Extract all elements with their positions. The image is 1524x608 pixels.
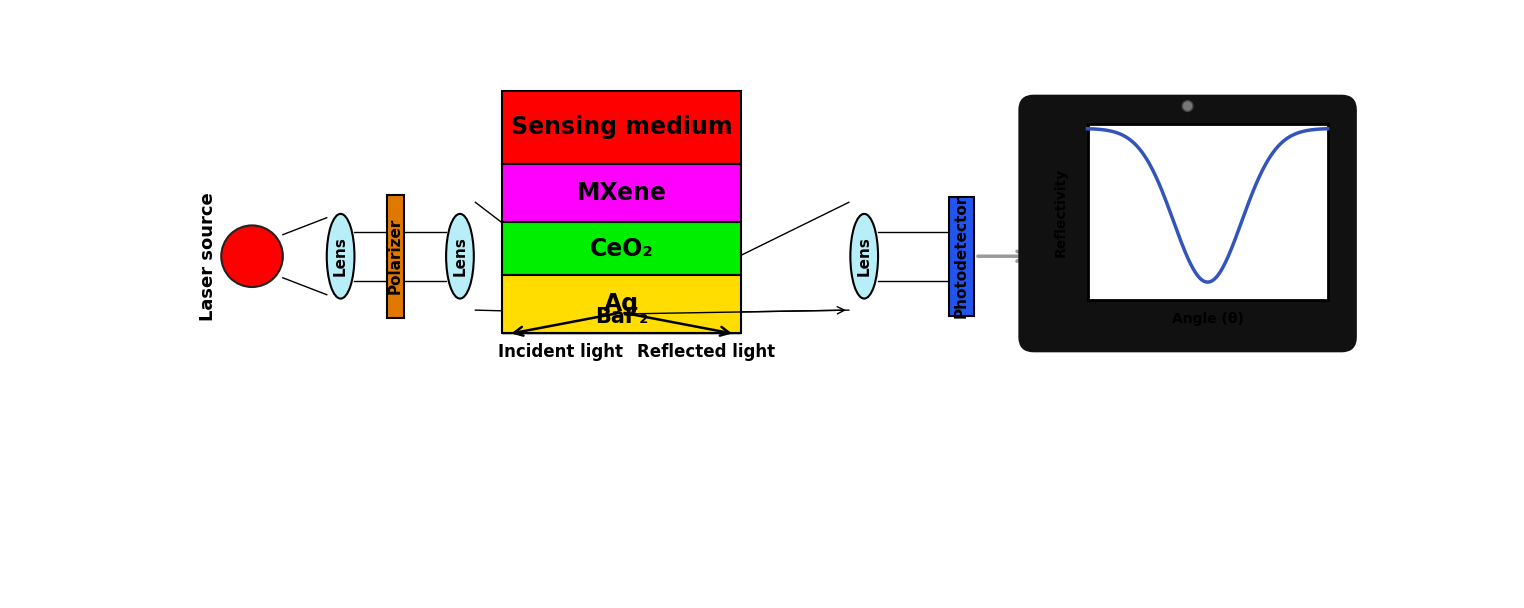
Bar	[387, 195, 404, 318]
Text: Angle (θ): Angle (θ)	[1172, 311, 1244, 326]
Bar	[503, 275, 741, 333]
Text: Reflected light: Reflected light	[637, 344, 776, 361]
Text: Laser source: Laser source	[200, 192, 218, 320]
Ellipse shape	[447, 214, 474, 299]
Text: Incident light: Incident light	[497, 344, 623, 361]
Bar	[503, 164, 741, 221]
Text: Reflectivity: Reflectivity	[1053, 167, 1067, 257]
FancyBboxPatch shape	[1020, 96, 1355, 351]
Text: Lens: Lens	[453, 237, 468, 276]
Text: Sensing medium: Sensing medium	[511, 116, 733, 139]
Text: Ag: Ag	[604, 292, 639, 316]
Text: Lens: Lens	[334, 237, 347, 276]
Bar	[503, 221, 741, 275]
Text: Photodetector: Photodetector	[954, 195, 969, 318]
Text: Lens: Lens	[856, 237, 872, 276]
Text: BaF₂: BaF₂	[594, 308, 648, 328]
Ellipse shape	[850, 214, 878, 299]
Circle shape	[1183, 101, 1193, 111]
Circle shape	[221, 226, 283, 287]
Polygon shape	[503, 314, 741, 333]
Ellipse shape	[326, 214, 355, 299]
Bar	[503, 91, 741, 164]
Bar	[1088, 124, 1327, 300]
Text: CeO₂: CeO₂	[590, 237, 654, 260]
Bar	[949, 196, 974, 316]
Text: Polarizer: Polarizer	[387, 218, 402, 294]
Text: MXene: MXene	[576, 181, 666, 205]
